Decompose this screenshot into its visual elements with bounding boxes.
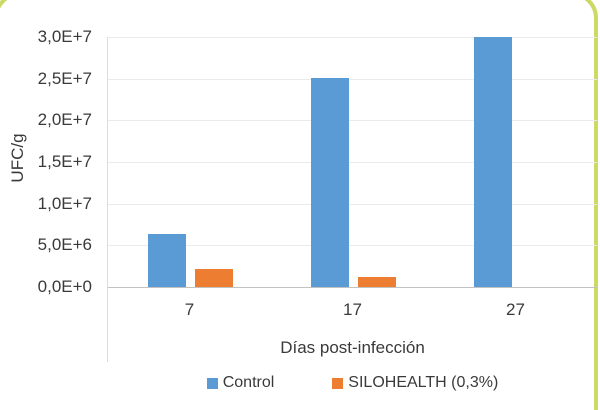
x-tick-label: 7 bbox=[184, 300, 195, 319]
y-tick-label: 2,5E+7 bbox=[37, 68, 92, 88]
legend-label-control: Control bbox=[222, 374, 275, 391]
legend: Control SILOHEALTH (0,3%) bbox=[108, 374, 597, 392]
gridline bbox=[108, 78, 597, 80]
bar-silohealth-0-3-day-17 bbox=[357, 277, 396, 287]
y-tick-label: 1,5E+7 bbox=[37, 152, 92, 171]
legend-item-silohealth: SILOHEALTH (0,3%) bbox=[332, 374, 498, 392]
gridline bbox=[108, 203, 597, 205]
bar-control-day-17 bbox=[310, 77, 349, 287]
y-tick-label: 2,0E+7 bbox=[37, 110, 92, 130]
y-tick-label: 0,0E+0 bbox=[37, 277, 92, 296]
gridline bbox=[108, 245, 597, 247]
legend-swatch-silohealth bbox=[332, 377, 344, 389]
bar-silohealth-0-3-day-7 bbox=[194, 268, 233, 287]
gridline bbox=[108, 162, 597, 163]
y-axis-line bbox=[107, 37, 108, 362]
bar-control-day-7 bbox=[147, 233, 186, 287]
y-tick-label: 3,0E+7 bbox=[37, 27, 92, 46]
legend-item-control: Control bbox=[206, 374, 275, 392]
y-axis-tick-labels: 0,0E+0 5,0E+6 1,0E+7 1,5E+7 2,0E+7 2,5E+7 3,0E… bbox=[0, 0, 92, 410]
gridline bbox=[108, 120, 597, 122]
legend-label-silohealth: SILOHEALTH (0,3%) bbox=[348, 374, 499, 391]
y-tick-label: 1,0E+7 bbox=[37, 193, 92, 213]
x-axis-tick-labels: 7 17 27 bbox=[108, 300, 597, 322]
x-tick-label: 17 bbox=[343, 300, 362, 319]
x-axis-title: Días post-infección bbox=[280, 338, 425, 357]
x-axis-line bbox=[108, 287, 597, 288]
plot-area bbox=[108, 37, 597, 288]
legend-swatch-control bbox=[206, 377, 218, 389]
gridline bbox=[108, 37, 597, 38]
x-tick-label: 27 bbox=[506, 300, 525, 319]
y-tick-label: 5,0E+6 bbox=[37, 235, 92, 255]
bar-control-day-27 bbox=[473, 37, 512, 287]
